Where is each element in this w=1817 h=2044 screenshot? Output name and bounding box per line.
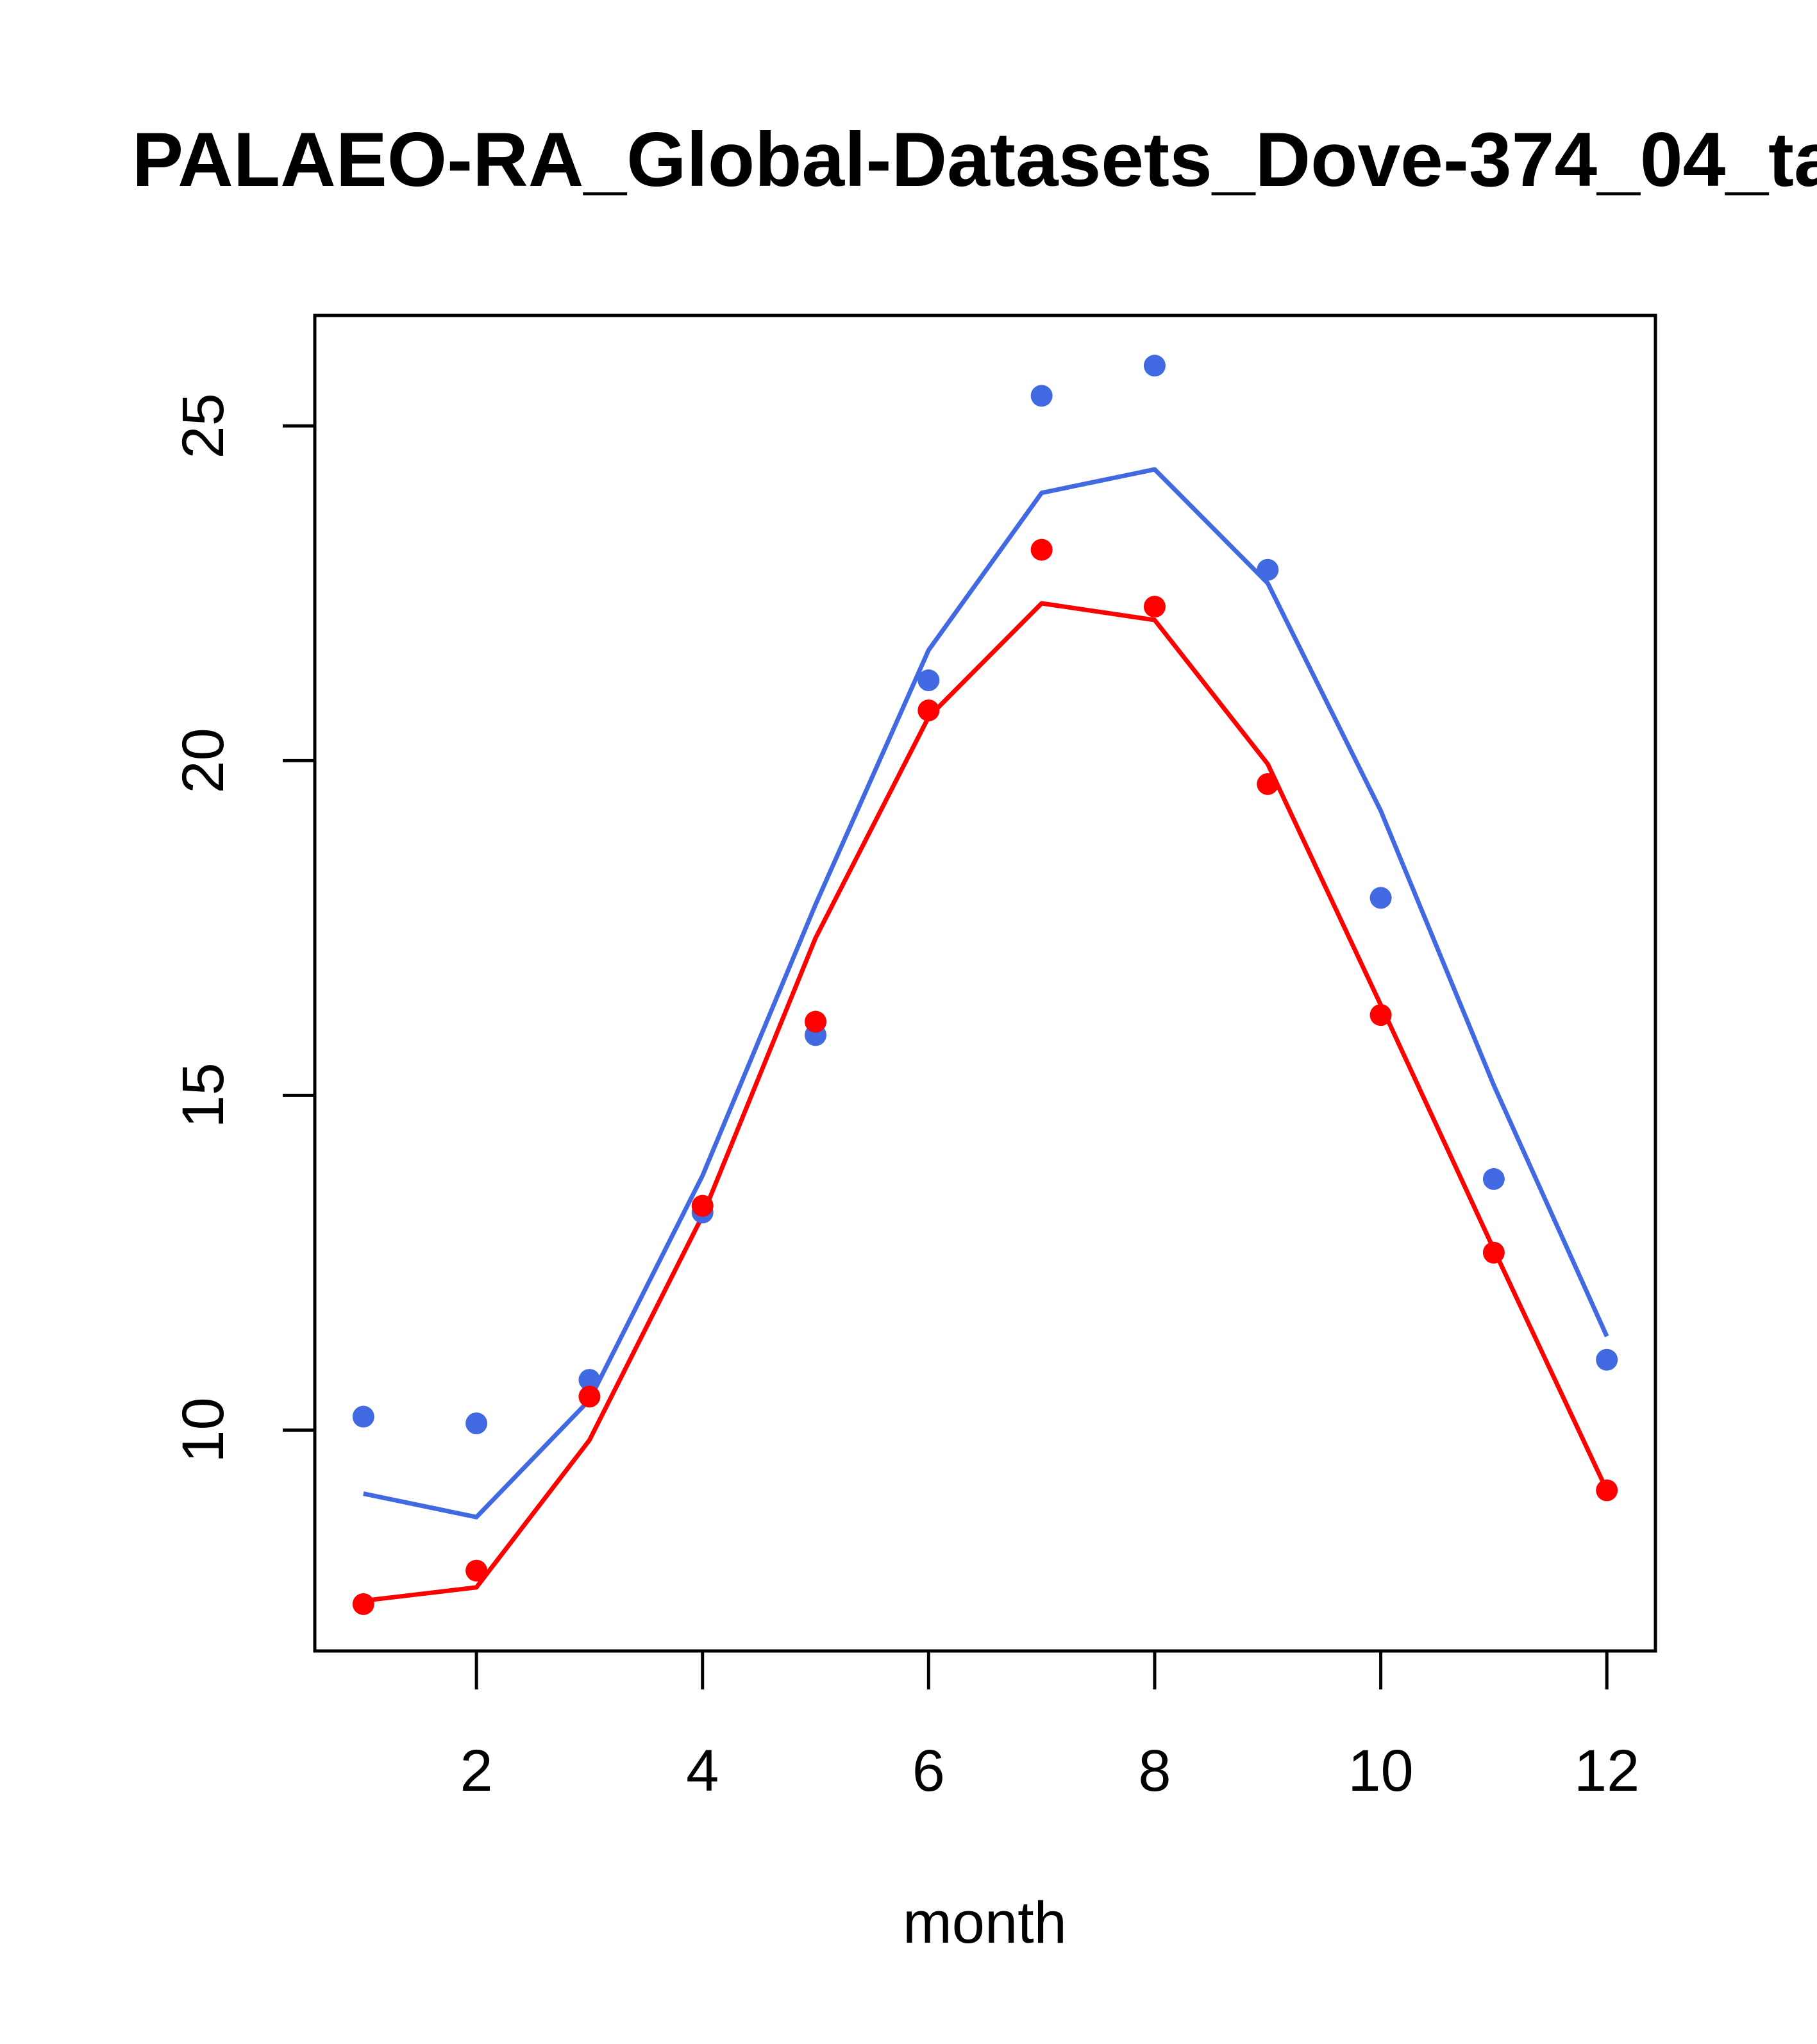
data-point-blue bbox=[1482, 1168, 1505, 1190]
data-point-red bbox=[1482, 1241, 1505, 1264]
data-point-blue bbox=[352, 1405, 374, 1428]
x-axis: 2 4 6 8 10 12 bbox=[460, 1649, 1639, 1804]
y-tick-label: 15 bbox=[171, 1062, 236, 1128]
data-point-red bbox=[352, 1593, 374, 1615]
data-point-blue bbox=[1030, 385, 1053, 407]
y-tick-label: 20 bbox=[171, 728, 236, 793]
y-axis: 10 15 20 25 bbox=[171, 393, 317, 1463]
data-point-blue bbox=[1143, 355, 1166, 377]
plot-area bbox=[313, 314, 1657, 1653]
x-tick-label: 4 bbox=[686, 1738, 719, 1804]
data-point-blue bbox=[1596, 1348, 1618, 1371]
y-tick-label: 25 bbox=[171, 393, 236, 458]
data-point-red bbox=[1596, 1479, 1618, 1502]
data-point-red bbox=[1369, 1004, 1392, 1026]
x-tick-label: 12 bbox=[1574, 1738, 1639, 1804]
x-tick-label: 8 bbox=[1138, 1738, 1171, 1804]
data-point-red bbox=[805, 1010, 827, 1033]
data-point-red bbox=[1030, 539, 1053, 561]
y-tick-label: 10 bbox=[171, 1397, 236, 1462]
data-point-red bbox=[691, 1194, 714, 1217]
data-point-blue bbox=[1257, 558, 1279, 581]
x-tick-label: 2 bbox=[460, 1738, 493, 1804]
series-line-2 bbox=[363, 601, 1609, 1604]
x-tick-label: 6 bbox=[912, 1738, 945, 1804]
series-lines bbox=[363, 467, 1609, 1604]
chart-title: PALAEO-RA_Global-Datasets_Dove-374_04_ta bbox=[132, 117, 1817, 203]
series-line-1 bbox=[363, 467, 1609, 1520]
data-point-blue bbox=[578, 1369, 601, 1391]
data-point-red bbox=[465, 1559, 488, 1582]
x-tick-label: 10 bbox=[1348, 1738, 1413, 1804]
series-points bbox=[352, 355, 1618, 1615]
data-point-red bbox=[917, 699, 940, 722]
data-point-red bbox=[578, 1386, 601, 1408]
data-point-blue bbox=[465, 1412, 488, 1435]
data-point-red bbox=[1257, 773, 1279, 795]
x-axis-label: month bbox=[903, 1890, 1067, 1956]
data-point-blue bbox=[1369, 887, 1392, 909]
data-point-blue bbox=[917, 669, 940, 692]
data-point-red bbox=[1143, 596, 1166, 618]
